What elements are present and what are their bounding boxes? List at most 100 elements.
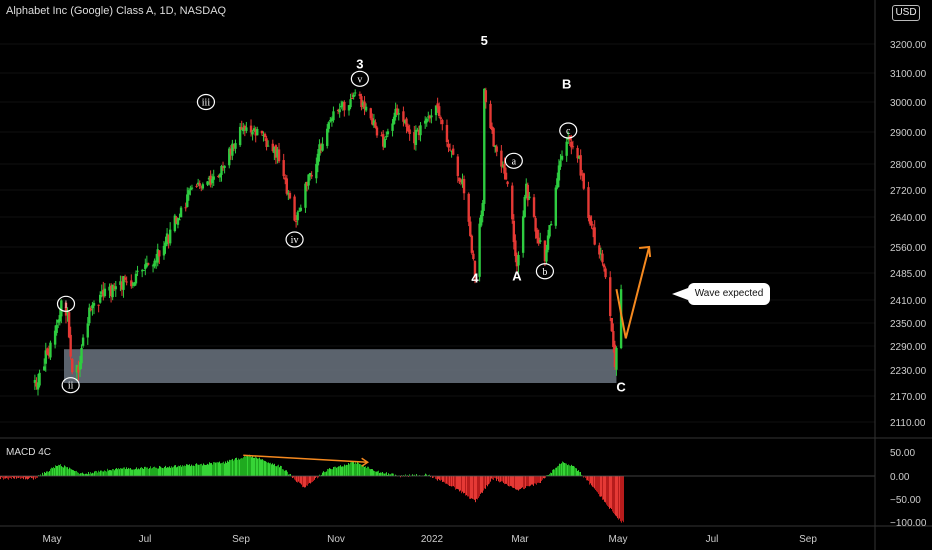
candle-body [55,324,58,333]
macd-bar [292,476,293,479]
macd-bar [586,476,587,481]
candle-body [413,132,416,144]
macd-bar [513,476,514,488]
candle-body [173,215,177,232]
macd-bar [620,476,621,522]
candle-body [360,96,363,108]
macd-bar [337,467,338,476]
macd-bar [331,469,332,476]
macd-bar [8,476,9,480]
macd-bar [509,476,510,487]
macd-bar [400,476,401,478]
macd-bar [577,470,578,476]
candle-body [99,294,102,303]
candle-body [167,234,170,243]
macd-bar [72,469,73,476]
macd-bar [168,467,169,476]
macd-bar [467,476,468,497]
macd-bar [207,463,208,476]
macd-bar [183,466,184,476]
macd-bar [403,475,404,476]
macd-bar [12,476,13,477]
macd-bar [63,467,64,476]
macd-bar [250,455,251,476]
macd-bar [594,476,595,489]
macd-bar [46,471,47,476]
macd-bar [268,462,269,476]
candle-body [612,331,615,347]
macd-bar [56,466,57,476]
candle-body [599,253,603,255]
macd-bar [335,466,336,476]
macd-bar [87,474,88,476]
candle-body [67,312,71,338]
wave-label-text: iv [291,235,299,246]
price-tick-label: 2110.00 [890,418,926,429]
macd-bar [260,459,261,476]
macd-bar [164,467,165,476]
currency-button[interactable]: USD [892,5,920,21]
macd-bar [156,467,157,476]
candle-body [354,92,357,94]
macd-bar [112,469,113,476]
macd-bar [544,476,545,479]
macd-bar [148,468,149,476]
macd-bar [370,469,371,476]
macd-bar [339,466,340,476]
candle-body [447,143,450,148]
macd-bar [313,476,314,482]
macd-bar [284,470,285,476]
macd-bar [177,466,178,476]
candle-body [525,183,528,199]
candle-body [276,149,279,157]
candle-body [369,108,372,119]
macd-bar [534,476,535,484]
macd-bar [28,476,29,479]
macd-bar [141,467,142,476]
macd-bar [35,476,36,480]
wave-label-text: b [542,267,547,278]
macd-bar [392,473,393,476]
macd-bar [17,476,18,478]
candle-body [511,185,514,220]
macd-bar [92,472,93,476]
macd-bar [91,473,92,476]
macd-tick-label: 50.00 [890,448,915,459]
macd-bar [527,476,528,487]
candle-body [307,174,310,186]
macd-bar [97,472,98,476]
macd-bar [246,455,247,476]
candle-body [472,253,475,259]
macd-bar [133,469,134,476]
macd-tick-label: −50.00 [890,495,921,506]
macd-bar [262,459,263,476]
macd-bar [383,473,384,476]
macd-bar [218,462,219,476]
macd-bar [197,464,198,476]
macd-bar [20,476,21,479]
macd-bar [219,461,220,476]
macd-bar [297,476,298,483]
macd-bar [103,471,104,476]
macd-bar [136,467,137,476]
macd-bar [135,468,136,476]
macd-bar [596,476,597,492]
candle-body [245,127,248,131]
candle-body [254,129,257,136]
candle-body [437,106,441,117]
macd-bar [25,476,26,480]
candle-body [130,280,133,287]
candle-body [234,143,237,149]
macd-bar [110,470,111,476]
candle-body [427,116,430,118]
candle-body [534,218,537,232]
candle-body [439,117,442,120]
macd-bar [251,457,252,476]
price-tick-label: 2290.00 [890,342,927,353]
candle-body [495,146,498,152]
macd-bar [464,476,465,493]
candle-body [75,365,79,373]
candle-body [448,149,452,151]
macd-bar [210,463,211,476]
